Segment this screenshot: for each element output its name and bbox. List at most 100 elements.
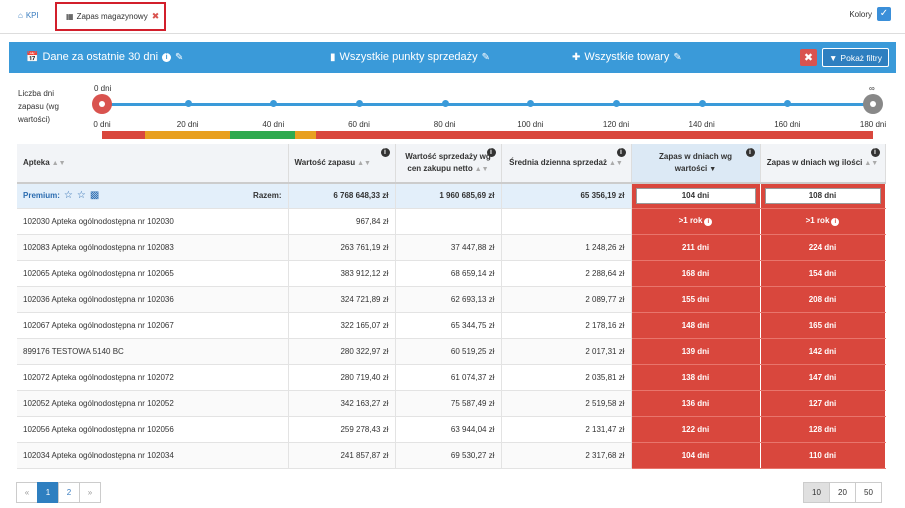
col-dni-wartosc[interactable]: Zapas w dniach wg wartości ▼ i [631, 144, 761, 184]
cell-value: 148 dni [681, 320, 710, 330]
slider-tick-label: 20 dni [176, 120, 199, 129]
table-row[interactable]: 102056 Apteka ogólnodostępna nr 102056 25… [17, 416, 886, 443]
cell-value: 2 035,81 zł [585, 372, 625, 382]
table-row[interactable]: 102034 Apteka ogólnodostępna nr 102034 24… [17, 442, 886, 469]
slider-tick[interactable] [270, 100, 278, 107]
cell-srednia: 2 017,31 zł [501, 338, 632, 365]
tab-kpi[interactable]: ⌂ KPI [18, 11, 39, 20]
table-row[interactable]: 899176 TESTOWA 5140 BC 280 322,97 zł 60 51… [17, 338, 886, 365]
period-filter-label: Dane za ostatnie 30 dni [42, 51, 159, 63]
cell-sprzedaz: 61 074,37 zł [395, 364, 502, 391]
range-color-segment [144, 131, 231, 139]
star-outline-icon[interactable]: ☆ [63, 190, 73, 202]
info-icon[interactable]: i [831, 218, 840, 226]
products-filter[interactable]: ✚ Wszystkie towary ✎ [572, 51, 682, 63]
info-icon[interactable]: i [745, 148, 755, 157]
sort-icon: ▲▼ [608, 159, 623, 167]
cell-srednia: 2 089,77 zł [501, 286, 632, 313]
info-icon: i [162, 52, 172, 62]
bar-chart-icon[interactable]: ▩ [89, 190, 100, 202]
col-wartosc[interactable]: Wartość zapasu ▲▼ i [288, 144, 396, 184]
table-row[interactable]: 102052 Apteka ogólnodostępna nr 102052 34… [17, 390, 886, 417]
sort-icon: ▲▼ [357, 159, 371, 167]
cell-value: 2 317,68 zł [585, 450, 625, 460]
table-row[interactable]: 102036 Apteka ogólnodostępna nr 102036 32… [17, 286, 886, 313]
page-size-selector: 10 20 50 [803, 482, 882, 503]
slider-min-handle[interactable] [92, 94, 112, 114]
cell-wartosc: 342 163,27 zł [288, 390, 396, 417]
cell-value: 104 dni [681, 450, 710, 460]
show-filters-button[interactable]: ▼ Pokaż filtry [822, 48, 889, 67]
kolory-toggle[interactable]: Kolory ✓ [849, 7, 891, 21]
tab-zapas-magazynowy[interactable]: ▦ Zapas magazynowy ✖ [55, 2, 166, 31]
tab-kpi-label: KPI [25, 11, 39, 20]
table-row[interactable]: 102083 Apteka ogólnodostępna nr 102083 26… [17, 234, 886, 261]
slider-track[interactable] [102, 103, 873, 106]
range-color-segment [294, 131, 317, 139]
cell-dni-ilosc: 127 dni [760, 390, 886, 417]
slider-tick[interactable] [184, 100, 192, 107]
days-range-slider[interactable]: 0 dni ∞ 0 dni 20 dni 40 dni 60 dni 80 dni 100… [0, 82, 905, 142]
page-size-10[interactable]: 10 [803, 482, 830, 503]
table-row[interactable]: 102067 Apteka ogólnodostępna nr 102067 32… [17, 312, 886, 339]
col-apteka[interactable]: Apteka ▲▼ [17, 144, 289, 184]
cell-dni-wartosc: 211 dni [631, 234, 761, 261]
edit-icon[interactable]: ✎ [175, 51, 184, 63]
close-icon[interactable]: ✖ [151, 11, 160, 21]
cell-sprzedaz: 62 693,13 zł [395, 286, 502, 313]
edit-icon[interactable]: ✎ [481, 51, 491, 63]
points-filter[interactable]: ▮ Wszystkie punkty sprzedaży ✎ [330, 51, 490, 63]
info-icon[interactable]: i [616, 148, 626, 157]
slider-max-handle[interactable] [863, 94, 883, 114]
slider-tick[interactable] [698, 100, 706, 107]
col-sprzedaz[interactable]: Wartość sprzedaży wg cen zakupu netto ▲▼ … [395, 144, 502, 184]
sort-icon: ▲▼ [51, 159, 66, 167]
page-button-1[interactable]: 1 [37, 482, 59, 503]
cell-value: 102072 Apteka ogólnodostępna nr 102072 [23, 372, 174, 382]
cell-value: 324 721,89 zł [340, 294, 389, 304]
slider-tick[interactable] [356, 100, 363, 107]
cell-value: 1 248,26 zł [585, 242, 625, 252]
col-srednia[interactable]: Średnia dzienna sprzedaż ▲▼ i [501, 144, 632, 184]
slider-tick[interactable] [441, 100, 449, 107]
table-row[interactable]: 102065 Apteka ogólnodostępna nr 102065 38… [17, 260, 886, 287]
cell-srednia: 2 035,81 zł [501, 364, 632, 391]
clear-filters-button[interactable]: ✖ [800, 49, 817, 66]
cell-value: 383 912,12 zł [340, 268, 389, 278]
prev-page-button[interactable]: « [16, 482, 38, 503]
checkbox-icon[interactable]: ✓ [877, 7, 891, 21]
cell-value: 2 017,31 zł [585, 346, 625, 356]
info-icon[interactable]: i [380, 148, 390, 157]
period-filter[interactable]: 📅 Dane za ostatnie 30 dni i ✎ [26, 51, 183, 63]
range-color-segment [230, 131, 295, 139]
slider-tick-label: 180 dni [859, 120, 887, 129]
slider-tick[interactable] [784, 100, 792, 107]
cell-value: 211 dni [681, 242, 710, 252]
cell-value: 342 163,27 zł [340, 398, 389, 408]
cell-srednia: 2 288,64 zł [501, 260, 632, 287]
cell-value: 168 dni [681, 268, 710, 278]
cell-value: 280 322,97 zł [340, 346, 389, 356]
cell-apteka: 102036 Apteka ogólnodostępna nr 102036 [17, 286, 289, 313]
page-size-50[interactable]: 50 [855, 482, 882, 503]
table-row[interactable]: 102030 Apteka ogólnodostępna nr 102030 96… [17, 208, 886, 235]
col-dni-wartosc-label: Zapas w dniach wg wartości [659, 151, 732, 173]
summary-dni-ilosc-cell: 108 dni [760, 183, 886, 209]
star-outline-icon[interactable]: ☆ [76, 190, 86, 202]
info-icon[interactable]: i [486, 148, 496, 157]
edit-icon[interactable]: ✎ [673, 51, 682, 63]
table-row[interactable]: 102072 Apteka ogólnodostępna nr 102072 28… [17, 364, 886, 391]
next-page-button[interactable]: » [79, 482, 101, 503]
cell-value: 263 761,19 zł [340, 242, 389, 252]
cell-value: 102030 Apteka ogólnodostępna nr 102030 [23, 216, 174, 226]
cell-value: 102065 Apteka ogólnodostępna nr 102065 [23, 268, 174, 278]
col-dni-ilosc[interactable]: Zapas w dniach wg ilości ▲▼ i [760, 144, 886, 184]
page-size-20[interactable]: 20 [829, 482, 856, 503]
page-button-2[interactable]: 2 [58, 482, 80, 503]
cell-sprzedaz: 65 344,75 zł [395, 312, 502, 339]
info-icon[interactable]: i [870, 148, 880, 157]
cell-value: 136 dni [681, 398, 710, 408]
info-icon[interactable]: i [704, 218, 713, 226]
slider-tick[interactable] [613, 100, 620, 107]
slider-tick[interactable] [527, 100, 535, 107]
